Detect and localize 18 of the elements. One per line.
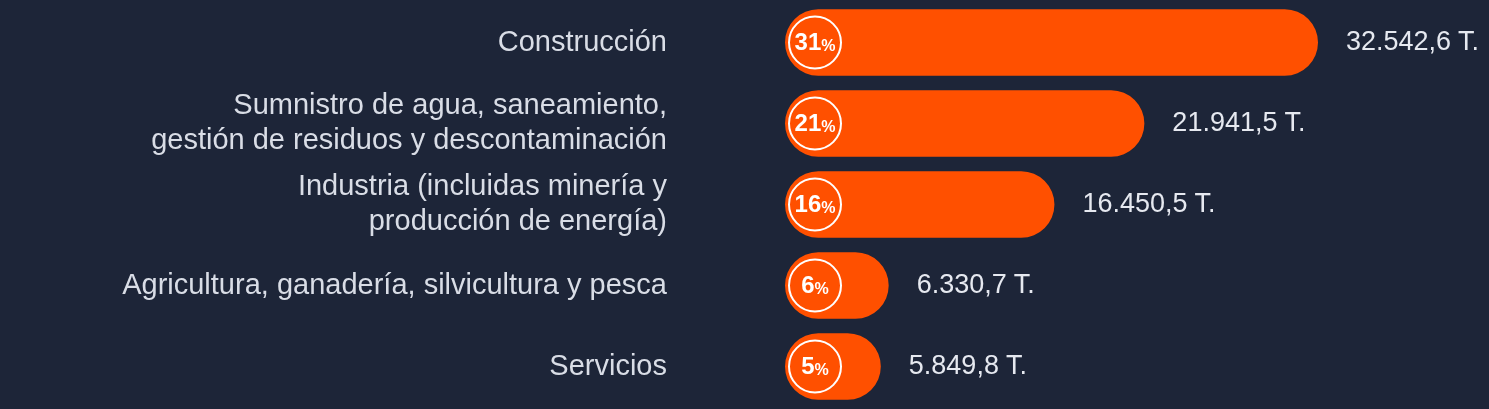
bar [785, 171, 1055, 238]
data-label: 16.450,5 T. [1082, 187, 1216, 218]
annotation: 16% [794, 190, 836, 218]
data-label: 21.941,5 T. [1172, 106, 1306, 137]
data-label: 32.542,6 T. [1346, 25, 1480, 56]
bar [785, 9, 1318, 76]
bar [785, 90, 1145, 157]
annotation: 6% [801, 271, 829, 299]
y-tick-label: Industria (incluidas minería y producción de energía) [297, 169, 668, 236]
data-label: 6.330,7 T. [916, 268, 1035, 299]
annotation: 21% [794, 109, 836, 137]
annotation: 31% [794, 28, 836, 56]
y-tick-label: Servicios [549, 348, 667, 381]
y-tick-label: Construcción [497, 24, 667, 57]
y-tick-label: Sumnistro de agua, saneamiento, gestión de residuos y descontaminación [151, 88, 667, 155]
data-label: 5.849,8 T. [908, 349, 1027, 380]
y-tick-label: Agricultura, ganadería, silvicultura y pesca [122, 267, 668, 300]
annotation: 5% [801, 352, 829, 380]
